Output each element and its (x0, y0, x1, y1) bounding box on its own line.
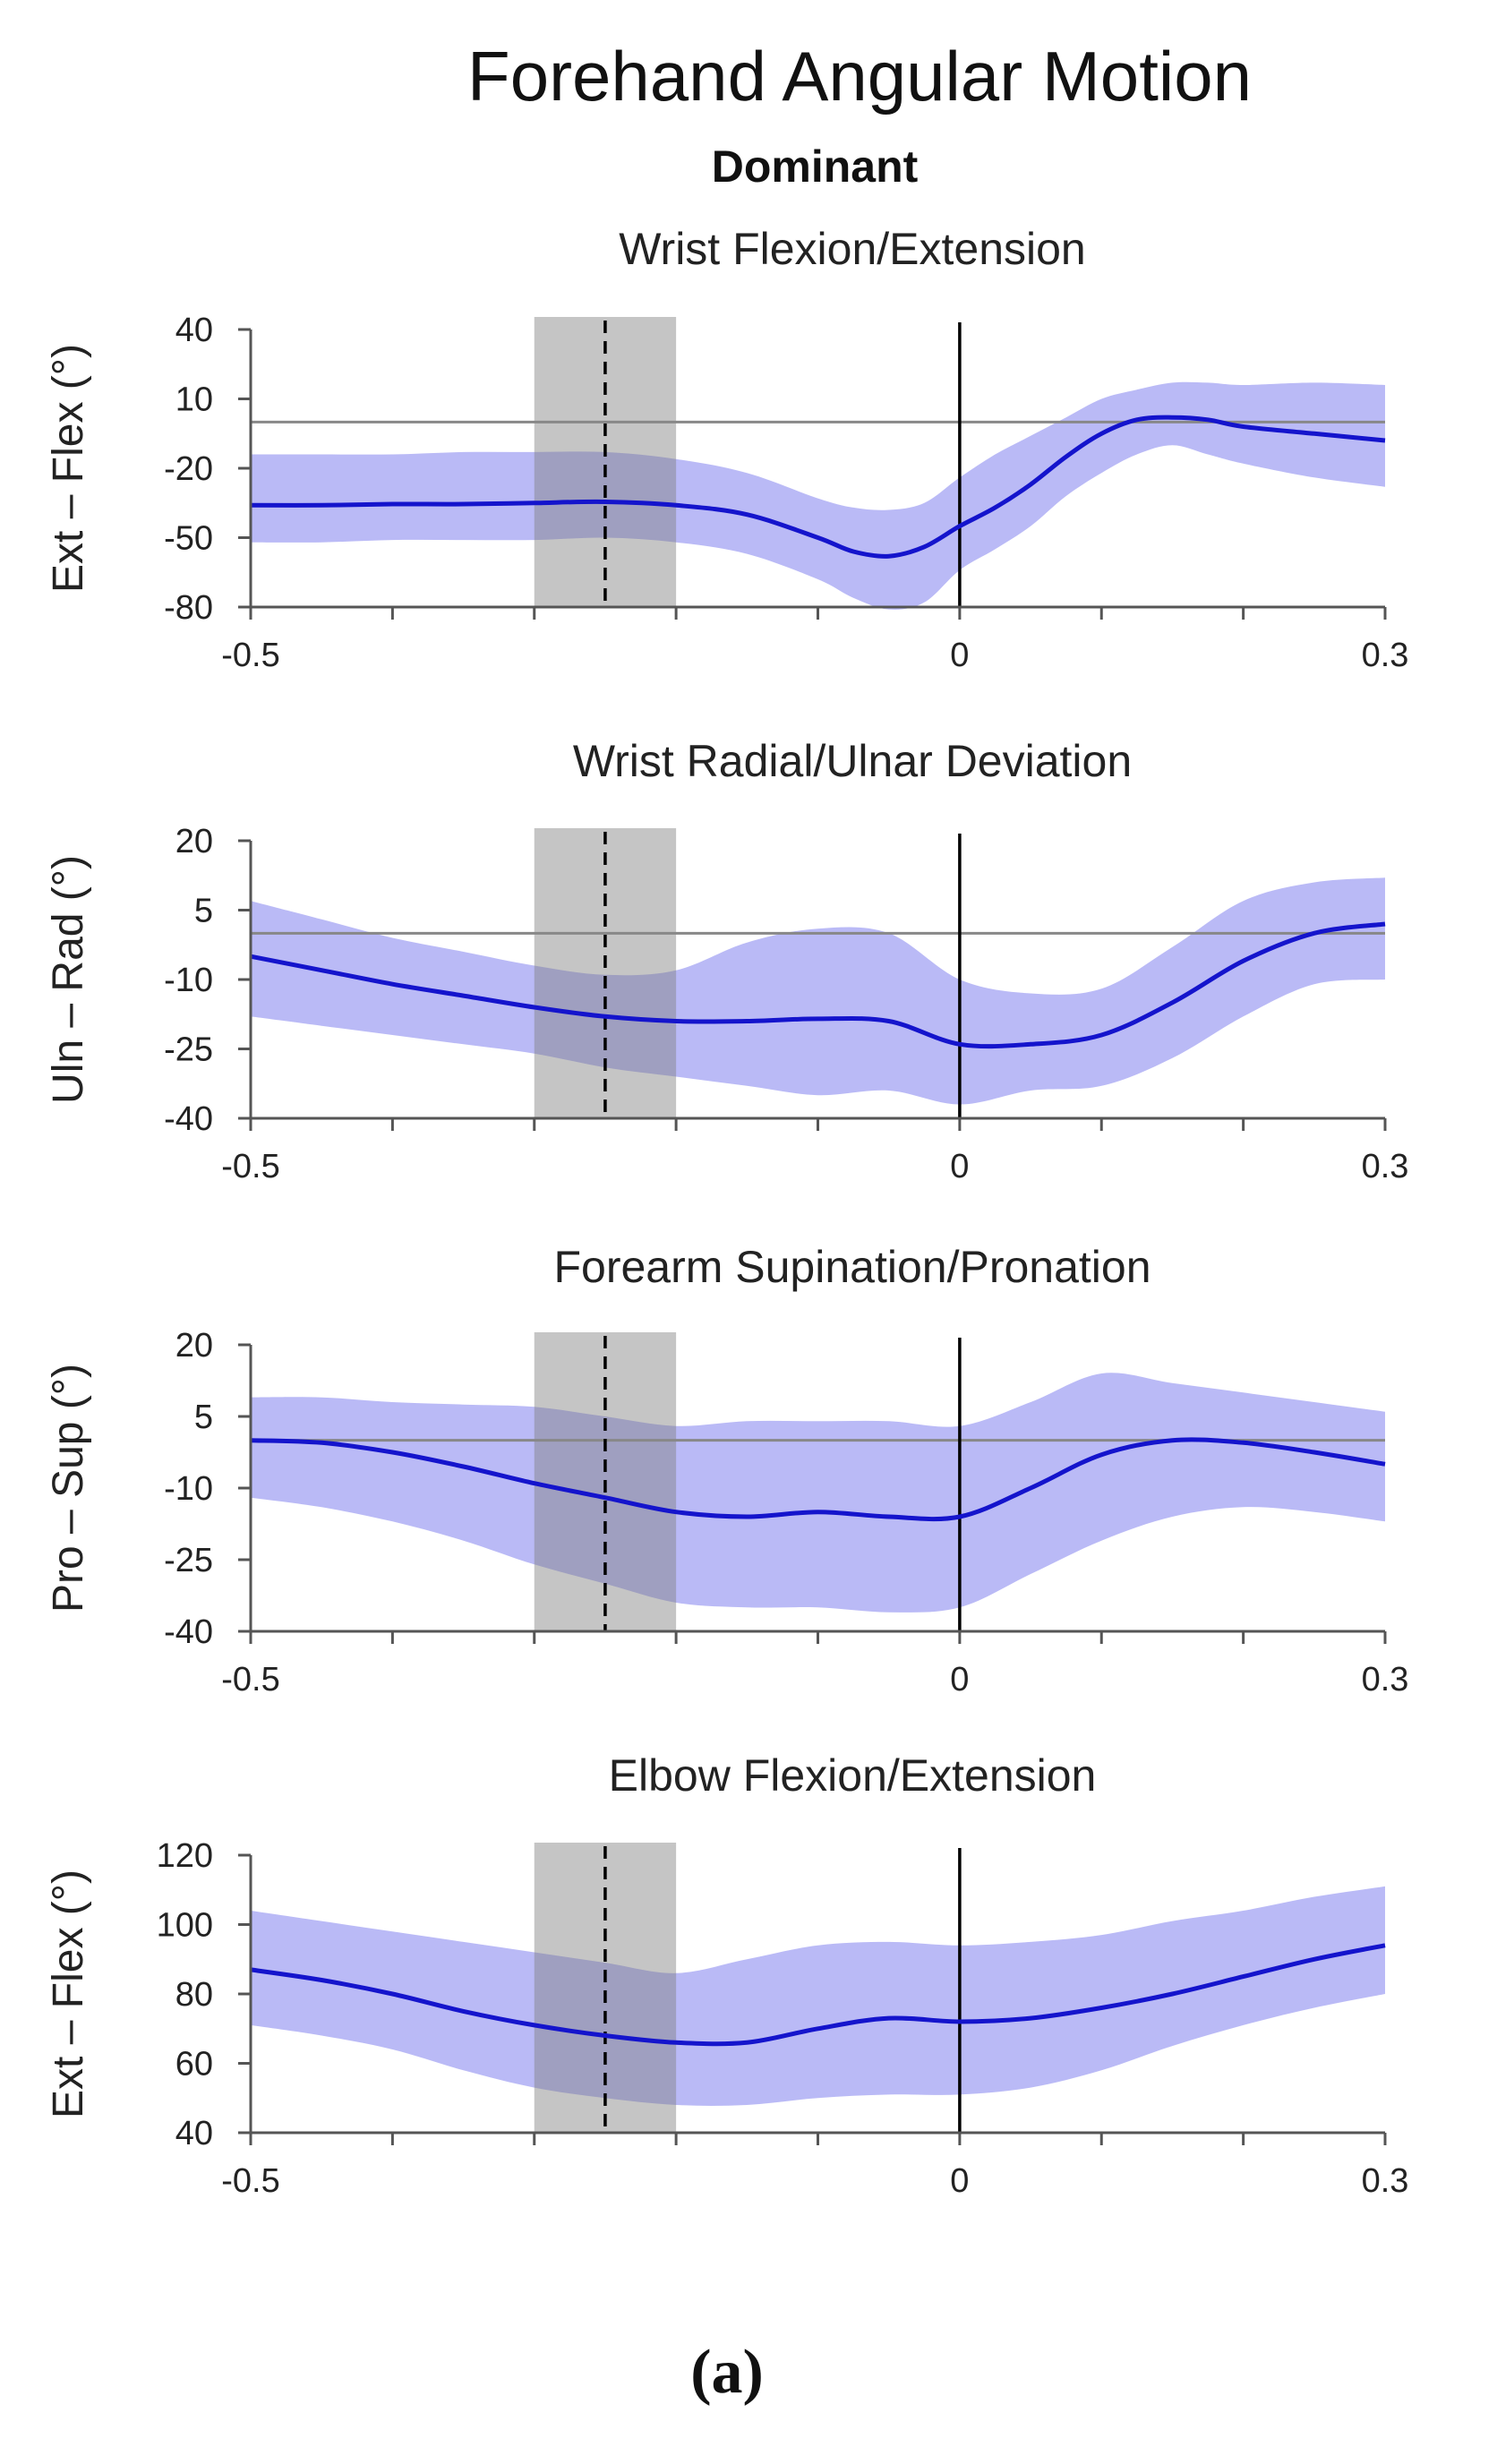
mean-line (250, 921, 1386, 1049)
x-tick-label: 0.3 (1362, 1148, 1409, 1185)
figure-title: Forehand Angular Motion (467, 37, 1252, 116)
shaded-region (534, 317, 677, 607)
y-tick-label: 20 (175, 823, 213, 860)
x-tick-label: -0.5 (221, 1148, 279, 1185)
sd-band (251, 877, 1385, 1105)
shaded-region (534, 1843, 677, 2133)
x-tick-label: -0.5 (221, 637, 279, 674)
y-tick-label: -25 (164, 1031, 213, 1069)
x-tick-label: 0 (950, 1661, 969, 1698)
y-tick-label: 40 (175, 312, 213, 349)
y-tick-label: 40 (175, 2115, 213, 2152)
panel-wrist-flexion-extension: 40 10 -20 -50 -80-0.5 0 0.3 Wrist Flexion/Exten… (45, 224, 1408, 674)
mean-line (250, 1943, 1386, 2047)
x-tick-label: -0.5 (221, 1661, 279, 1698)
y-tick-label: 100 (157, 1907, 213, 1945)
panel-wrist-radial-ulnar-deviation: 20 5 -10 -25 -40-0.5 0 0.3 Wrist Radial/Ulnar D… (45, 736, 1408, 1185)
x-tick-label: 0 (950, 1148, 969, 1185)
y-tick-label: -40 (164, 1613, 213, 1651)
x-tick-label: -0.5 (221, 2162, 279, 2200)
panel-title: Elbow Flexion/Extension (609, 1750, 1097, 1801)
panel-title: Wrist Radial/Ulnar Deviation (573, 736, 1132, 786)
sd-band (251, 1373, 1385, 1613)
y-tick-label: -20 (164, 450, 213, 488)
y-axis-label: Ext – Flex (°) (45, 1869, 92, 2118)
y-tick-label: -80 (164, 589, 213, 627)
x-tick-label: 0 (950, 2162, 969, 2200)
figure-subtitle: Dominant (712, 141, 919, 192)
y-tick-label: 20 (175, 1327, 213, 1365)
mean-line (250, 1437, 1386, 1522)
y-tick-label: -25 (164, 1542, 213, 1579)
y-tick-label: -10 (164, 1470, 213, 1508)
y-tick-label: 5 (194, 1399, 213, 1436)
y-axis-label: Uln – Rad (°) (45, 855, 92, 1104)
y-tick-label: 120 (157, 1837, 213, 1875)
x-tick-label: 0.3 (1362, 2162, 1409, 2200)
sd-band (251, 1886, 1385, 2106)
y-tick-label: -10 (164, 962, 213, 999)
x-tick-label: 0.3 (1362, 1661, 1409, 1698)
y-tick-label: 10 (175, 381, 213, 419)
panel-forearm-supination-pronation: 20 5 -10 -25 -40-0.5 0 0.3 Forearm Supination/P… (45, 1242, 1408, 1698)
y-tick-label: 80 (175, 1976, 213, 2014)
panel-title: Forearm Supination/Pronation (553, 1242, 1151, 1292)
x-tick-label: 0 (950, 637, 969, 674)
panel-elbow-flexion-extension: 120 100 80 60 40-0.5 0 0.3 Elbow Flexion/Extens… (45, 1750, 1408, 2200)
panel-title: Wrist Flexion/Extension (619, 224, 1085, 274)
y-tick-label: 5 (194, 893, 213, 930)
shaded-region (534, 828, 677, 1118)
x-tick-label: 0.3 (1362, 637, 1409, 674)
y-axis-label: Ext – Flex (°) (45, 344, 92, 593)
y-axis-label: Pro – Sup (°) (45, 1364, 92, 1613)
sd-band (251, 381, 1385, 610)
mean-line (250, 415, 1386, 559)
y-tick-label: 60 (175, 2046, 213, 2083)
y-tick-label: -50 (164, 520, 213, 558)
y-tick-label: -40 (164, 1100, 213, 1138)
figure-caption: (a) (690, 2338, 764, 2407)
